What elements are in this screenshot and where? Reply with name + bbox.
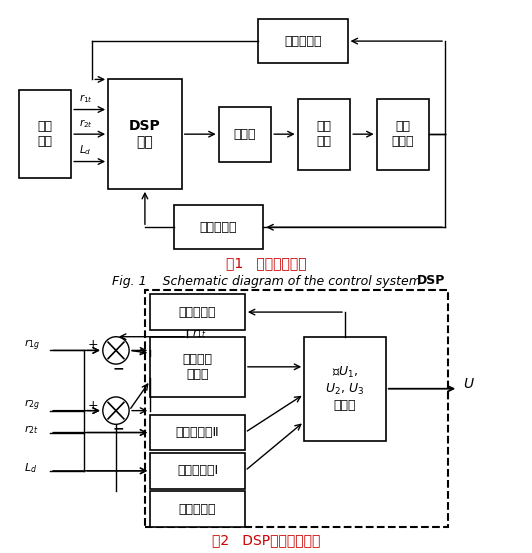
Text: 比例变换器Ⅰ: 比例变换器Ⅰ bbox=[177, 465, 218, 477]
Text: $r_{1t}$: $r_{1t}$ bbox=[79, 92, 93, 105]
Bar bbox=[108, 80, 182, 189]
Text: 模糊推理
控制器: 模糊推理 控制器 bbox=[182, 353, 213, 381]
Text: 图2   DSP内部算法流程: 图2 DSP内部算法流程 bbox=[212, 533, 320, 547]
Text: 瓦斯传感器: 瓦斯传感器 bbox=[179, 306, 217, 319]
Text: 瓦斯传感器: 瓦斯传感器 bbox=[284, 35, 322, 48]
Text: 温度传感器: 温度传感器 bbox=[179, 503, 217, 515]
Text: $r_{2g}$: $r_{2g}$ bbox=[24, 398, 40, 413]
Text: 人机
界面: 人机 界面 bbox=[37, 120, 52, 148]
Bar bbox=[19, 90, 71, 178]
Bar bbox=[258, 19, 347, 63]
Bar bbox=[174, 205, 263, 249]
Text: $r_{2t}$: $r_{2t}$ bbox=[79, 117, 93, 130]
Text: 掘进
工作面: 掘进 工作面 bbox=[392, 120, 414, 148]
Circle shape bbox=[103, 337, 129, 364]
Bar bbox=[150, 415, 245, 450]
Bar bbox=[219, 107, 271, 161]
Text: +: + bbox=[88, 338, 98, 351]
Circle shape bbox=[103, 397, 129, 424]
Text: $r_{1t}$: $r_{1t}$ bbox=[192, 327, 207, 340]
Text: $r_{2t}$: $r_{2t}$ bbox=[24, 424, 39, 436]
Text: $U$: $U$ bbox=[463, 377, 475, 392]
Bar bbox=[150, 453, 245, 489]
Text: 图1   系统控制原理: 图1 系统控制原理 bbox=[226, 256, 306, 270]
Text: +: + bbox=[88, 399, 98, 411]
Bar bbox=[304, 337, 386, 441]
Text: $L_d$: $L_d$ bbox=[24, 461, 37, 475]
Text: 比例变换器Ⅱ: 比例变换器Ⅱ bbox=[176, 426, 219, 439]
Bar bbox=[297, 98, 350, 170]
Bar bbox=[150, 337, 245, 397]
Text: −: − bbox=[112, 362, 124, 375]
Text: Fig. 1    Schematic diagram of the control system: Fig. 1 Schematic diagram of the control … bbox=[112, 275, 420, 289]
Text: DSP: DSP bbox=[417, 274, 445, 288]
Text: $L_d$: $L_d$ bbox=[79, 143, 92, 157]
Bar bbox=[145, 290, 447, 527]
Bar bbox=[150, 294, 245, 330]
Text: DSP
模块: DSP 模块 bbox=[129, 119, 161, 149]
Text: 局部
风机: 局部 风机 bbox=[317, 120, 331, 148]
Text: $r_{1g}$: $r_{1g}$ bbox=[24, 337, 40, 353]
Text: −: − bbox=[112, 422, 124, 436]
Bar bbox=[150, 492, 245, 527]
Bar bbox=[377, 98, 429, 170]
Text: 温度传感器: 温度传感器 bbox=[200, 221, 237, 234]
Text: 取$U_1$,
$U_2$, $U_3$
最大值: 取$U_1$, $U_2$, $U_3$ 最大值 bbox=[326, 365, 364, 413]
Text: 变频器: 变频器 bbox=[234, 128, 256, 140]
